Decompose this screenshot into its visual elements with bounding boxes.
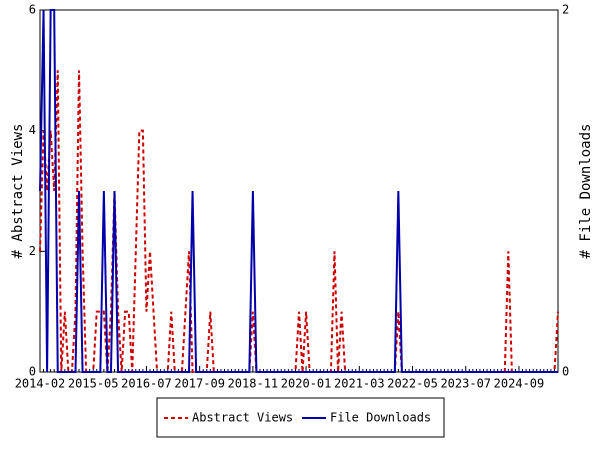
y-tick-label: 0 [29,365,36,379]
x-tick-label: 2020-01 [281,377,332,391]
x-tick-label: 2015-05 [68,377,119,391]
x-tick-label: 2014-02 [15,377,66,391]
x-tick-label: 2018-11 [228,377,279,391]
series-line [39,9,558,373]
y2-tick-label: 2 [562,3,569,17]
legend-box [156,397,445,438]
x-tick-label: 2017-09 [174,377,225,391]
legend-label: Abstract Views [192,411,293,425]
x-tick-label: 2024-09 [494,377,545,391]
x-tick-label: 2023-07 [440,377,491,391]
y-tick-label: 4 [29,123,36,137]
y2-tick-label: 0 [562,365,569,379]
y-tick-label: 6 [29,3,36,17]
y-axis-label: # Abstract Views [10,124,26,259]
x-tick-label: 2022-05 [387,377,438,391]
x-tick-label: 2016-07 [121,377,172,391]
y-tick-label: 2 [29,244,36,258]
legend-label: File Downloads [330,411,431,425]
x-tick-label: 2021-03 [334,377,385,391]
y2-axis-label: # File Downloads [578,124,594,259]
